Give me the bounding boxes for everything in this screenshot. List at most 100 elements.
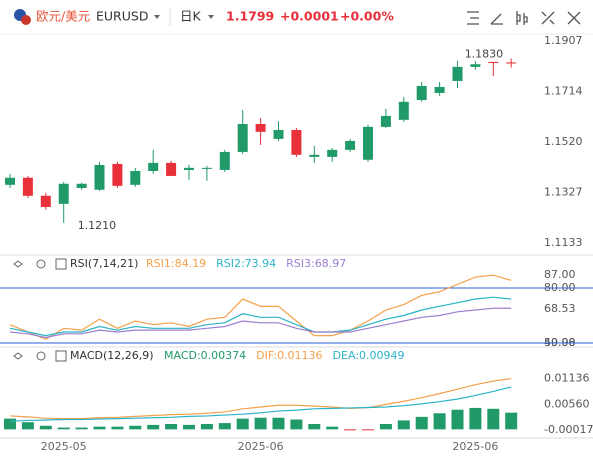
histogram-bar: [218, 423, 231, 430]
low-label: 1.1210: [78, 219, 117, 232]
y-tick-label: -0.00017: [544, 423, 593, 436]
histogram-bar: [487, 408, 500, 430]
y-tick-label: 68.53: [544, 302, 576, 315]
y-tick-label: 0.00560: [544, 397, 590, 410]
indicator-title: RSI(7,14,21): [70, 257, 138, 270]
candle-body: [470, 64, 481, 67]
histogram-bar: [415, 416, 428, 430]
histogram-bar: [272, 417, 285, 430]
candle-body: [380, 115, 391, 127]
histogram-bar: [147, 424, 160, 430]
close-button[interactable]: [567, 11, 581, 25]
dropdown-icon[interactable]: [208, 15, 214, 19]
candle-body: [201, 167, 212, 169]
histogram-bar: [57, 427, 70, 430]
y-tick-label: 1.1327: [544, 185, 583, 198]
histogram-bar: [451, 409, 464, 430]
candle-body: [5, 177, 15, 185]
histogram-bar: [129, 425, 142, 430]
histogram-bar: [254, 417, 267, 430]
histogram-bar: [433, 413, 446, 430]
histogram-bar: [362, 429, 374, 431]
histogram-bar: [236, 418, 249, 430]
candle-body: [488, 61, 499, 63]
candle-body: [506, 62, 517, 64]
candle-body: [112, 163, 123, 186]
x-tick-label: 2025-06: [238, 440, 284, 453]
symbol[interactable]: EURUSD: [96, 9, 148, 24]
menu-icon[interactable]: [55, 258, 67, 270]
indicator-title: MACD(12,26,9): [70, 349, 154, 362]
indicator-button[interactable]: [467, 11, 479, 25]
legend-entry: DIF:0.01136: [256, 349, 322, 362]
candle-button[interactable]: [516, 11, 528, 25]
histogram-bar: [4, 418, 16, 430]
y-tick-label: 1.1520: [544, 135, 583, 148]
y-tick-label: 1.1714: [544, 84, 583, 97]
settings-icon[interactable]: [36, 351, 46, 361]
eye-icon[interactable]: [13, 260, 23, 360]
histogram-bar: [39, 425, 52, 430]
x-tick-label: 2025-06: [452, 440, 498, 453]
y-tick-label: 1.1133: [544, 236, 583, 249]
candle-body: [58, 183, 69, 204]
legend-entry: DEA:0.00949: [333, 349, 405, 362]
settings-icon[interactable]: [36, 259, 46, 269]
candle-body: [255, 124, 266, 132]
x-tick-label: 2025-05: [41, 440, 87, 453]
legend-entry: RSI2:73.94: [216, 257, 276, 270]
histogram-bar: [93, 426, 106, 430]
candle-body: [130, 170, 141, 185]
candle-body: [363, 126, 373, 160]
candle-body: [416, 85, 427, 101]
histogram-bar: [379, 423, 392, 430]
high-label: 1.1830: [465, 48, 504, 61]
candle-body: [345, 140, 356, 150]
candle-body: [327, 149, 338, 157]
legend-entry: MACD:0.00374: [164, 349, 246, 362]
legend-entry: RSI3:68.97: [286, 257, 346, 270]
indicator-line: [9, 378, 512, 420]
draw-button[interactable]: [490, 13, 503, 25]
y-tick-label: 0.01136: [544, 372, 590, 385]
indicator-line: [9, 296, 512, 337]
candle-body: [166, 162, 177, 176]
histogram-bar: [469, 407, 482, 430]
y-tick-label: 87.00: [544, 268, 576, 281]
candle-body: [309, 154, 320, 157]
candle-body: [148, 162, 159, 171]
indicator-line: [9, 386, 512, 422]
y-tick-label: 1.1907: [544, 34, 583, 47]
last-price: 1.1799: [226, 9, 274, 24]
candle-body: [434, 86, 445, 93]
flag-icon: [21, 15, 31, 25]
candle-body: [219, 151, 230, 170]
candle-body: [273, 130, 284, 139]
histogram-bar: [21, 422, 34, 430]
histogram-bar: [290, 419, 303, 430]
change: +0.0001: [280, 9, 339, 24]
menu-icon[interactable]: [55, 350, 67, 362]
candle-body: [40, 195, 51, 207]
histogram-bar: [200, 423, 213, 430]
histogram-bar: [75, 427, 88, 430]
histogram-bar: [505, 412, 518, 430]
candle-body: [237, 124, 248, 152]
period[interactable]: 日K: [180, 9, 202, 24]
candle-body: [94, 164, 105, 190]
histogram-bar: [165, 423, 178, 430]
candle-body: [76, 183, 87, 188]
candle-body: [184, 167, 194, 170]
histogram-bar: [111, 426, 124, 430]
histogram-bar: [308, 423, 321, 430]
histogram-bar: [397, 420, 410, 430]
histogram-bar: [344, 429, 357, 431]
dropdown-icon[interactable]: [154, 15, 160, 19]
fullscreen-button[interactable]: [541, 11, 555, 25]
histogram-bar: [183, 424, 195, 430]
candle-body: [398, 101, 409, 120]
pair-name[interactable]: 欧元/美元: [36, 9, 90, 24]
candle-body: [291, 130, 302, 155]
